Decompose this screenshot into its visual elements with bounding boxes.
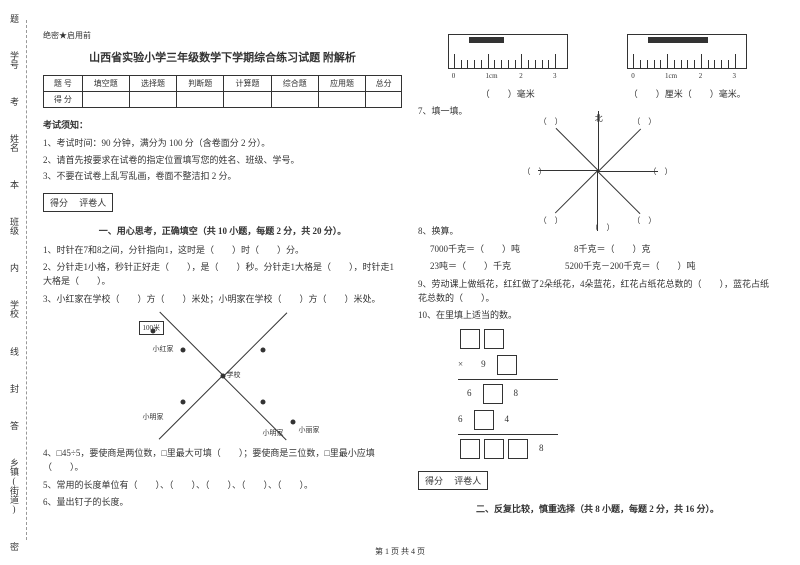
compass-blank: （ ） xyxy=(523,166,547,177)
confidential-label: 绝密★启用前 xyxy=(43,30,402,41)
calc-mult: × xyxy=(458,359,463,369)
table-cell xyxy=(318,92,365,108)
diagram-label: 100米 xyxy=(139,321,165,335)
notice-item: 1、考试时间：90 分钟，满分为 100 分（含卷面分 2 分）。 xyxy=(43,137,402,151)
page-footer: 第 1 页 共 4 页 xyxy=(0,546,800,557)
margin-label: 学校 xyxy=(8,292,21,326)
question: 5、常用的长度单位有（ ）、（ ）、（ ）、（ ）、（ ）。 xyxy=(43,478,402,492)
table-cell xyxy=(224,92,271,108)
table-header: 综合题 xyxy=(271,76,318,92)
question: 1、时针在7和8之间，分针指向1，这时是（ ）时（ ）分。 xyxy=(43,243,402,257)
compass-diagram: 北 （ ） （ ） （ ） （ ） （ ） （ ） （ ） xyxy=(528,121,668,221)
ruler-mark-label: 1cm xyxy=(665,72,677,80)
compass-blank: （ ） xyxy=(539,215,563,226)
table-header: 填空题 xyxy=(82,76,129,92)
margin-label: 线 xyxy=(8,339,21,364)
compass-blank: （ ） xyxy=(591,222,615,233)
margin-label: 学号 xyxy=(8,43,21,77)
compass-blank: （ ） xyxy=(632,116,656,127)
calc-digit: 8 xyxy=(514,388,519,398)
score-box: 得分 评卷人 xyxy=(43,193,113,212)
margin-divider xyxy=(26,20,27,540)
question: 6、量出钉子的长度。 xyxy=(43,495,402,509)
compass-blank: （ ） xyxy=(632,215,656,226)
ruler-mark-label: 1cm xyxy=(486,72,498,80)
ruler-mark-label: 3 xyxy=(733,72,737,80)
reviewer-label: 评卷人 xyxy=(454,476,481,486)
table-header: 判断题 xyxy=(177,76,224,92)
margin-label: 乡镇(街道) xyxy=(8,450,21,522)
ruler-diagram: 0 1cm 2 3 xyxy=(627,34,747,69)
question: 9、劳动课上做纸花，红红做了2朵纸花，4朵蓝花，红花占纸花总数的（ ），蓝花占纸… xyxy=(418,277,777,306)
table-cell xyxy=(271,92,318,108)
calc-digit: 6 xyxy=(467,388,472,398)
question: 2、分针走1小格，秒针正好走（ ），是（ ）秒。分针走1大格是（ ），时针走1大… xyxy=(43,260,402,289)
margin-label: 封 xyxy=(8,376,21,401)
table-cell xyxy=(129,92,176,108)
diagram-label: 小明家 xyxy=(143,412,164,422)
score-label: 得分 xyxy=(50,198,68,208)
score-box: 得分 评卷人 xyxy=(418,471,488,490)
calc-digit: 6 xyxy=(458,414,463,424)
table-cell: 得 分 xyxy=(44,92,83,108)
question: 10、在里填上适当的数。 xyxy=(418,308,777,322)
ruler-mark-label: 0 xyxy=(452,72,456,80)
question-item: 23吨＝（ ）千克 5200千克－200千克＝（ ）吨 xyxy=(418,259,777,273)
notice-item: 2、请首先按要求在试卷的指定位置填写您的姓名、班级、学号。 xyxy=(43,154,402,168)
diagram-label: 小红家 xyxy=(153,344,174,354)
direction-diagram: 学校 100米 小红家 小明家 小明家 小丽家 xyxy=(123,311,323,441)
question: 3、小红家在学校（ ）方（ ）米处；小明家在学校（ ）方（ ）米处。 xyxy=(43,292,402,306)
notice-title: 考试须知： xyxy=(43,118,402,131)
table-header: 题 号 xyxy=(44,76,83,92)
score-table: 题 号 填空题 选择题 判断题 计算题 综合题 应用题 总分 得 分 xyxy=(43,75,402,108)
table-header: 总分 xyxy=(366,76,402,92)
ruler-mark-label: 0 xyxy=(631,72,635,80)
margin-label: 内 xyxy=(8,255,21,280)
exam-title: 山西省实验小学三年级数学下学期综合练习试题 附解析 xyxy=(43,49,402,65)
margin-label: 姓名 xyxy=(8,126,21,160)
reviewer-label: 评卷人 xyxy=(79,198,106,208)
compass-north: 北 xyxy=(595,113,603,124)
ruler-diagram: 0 1cm 2 3 xyxy=(448,34,568,69)
margin-label: 本 xyxy=(8,172,21,197)
ruler-answer: （ ）毫米 xyxy=(440,87,576,100)
table-cell xyxy=(366,92,402,108)
table-cell xyxy=(177,92,224,108)
ruler-mark-label: 2 xyxy=(519,72,523,80)
left-column: 绝密★启用前 山西省实验小学三年级数学下学期综合练习试题 附解析 题 号 填空题… xyxy=(35,30,410,545)
compass-blank: （ ） xyxy=(649,166,673,177)
calculation-diagram: × 9 6 8 6 4 8 xyxy=(418,327,777,461)
question-item: 7000千克＝（ ）吨 8千克＝（ ）克 xyxy=(418,242,777,256)
section-title: 二、反复比较，慎重选择（共 8 小题，每题 2 分，共 16 分）。 xyxy=(418,502,777,515)
ruler-mark-label: 2 xyxy=(699,72,703,80)
ruler-answer: （ ）厘米（ ）毫米。 xyxy=(619,87,755,100)
diagram-label: 学校 xyxy=(227,370,241,380)
margin-label: 班级 xyxy=(8,209,21,243)
margin-label: 答 xyxy=(8,413,21,438)
margin-label: 题 xyxy=(8,6,21,31)
score-label: 得分 xyxy=(425,476,443,486)
table-cell xyxy=(82,92,129,108)
notice-item: 3、不要在试卷上乱写乱画，卷面不整洁扣 2 分。 xyxy=(43,170,402,184)
table-header: 选择题 xyxy=(129,76,176,92)
calc-digit: 8 xyxy=(539,443,544,453)
margin-label: 考 xyxy=(8,89,21,114)
question: 4、□45÷5，要使商是两位数，□里最大可填（ ）；要使商是三位数，□里最小应填… xyxy=(43,446,402,475)
section-title: 一、用心思考，正确填空（共 10 小题，每题 2 分，共 20 分）。 xyxy=(43,224,402,237)
table-header: 应用题 xyxy=(318,76,365,92)
compass-blank: （ ） xyxy=(539,116,563,127)
diagram-label: 小丽家 xyxy=(299,425,320,435)
calc-digit: 9 xyxy=(481,359,486,369)
ruler-mark-label: 3 xyxy=(553,72,557,80)
right-column: 0 1cm 2 3 （ ）毫米 0 1cm 2 xyxy=(410,30,785,545)
diagram-label: 小明家 xyxy=(263,428,284,438)
table-header: 计算题 xyxy=(224,76,271,92)
